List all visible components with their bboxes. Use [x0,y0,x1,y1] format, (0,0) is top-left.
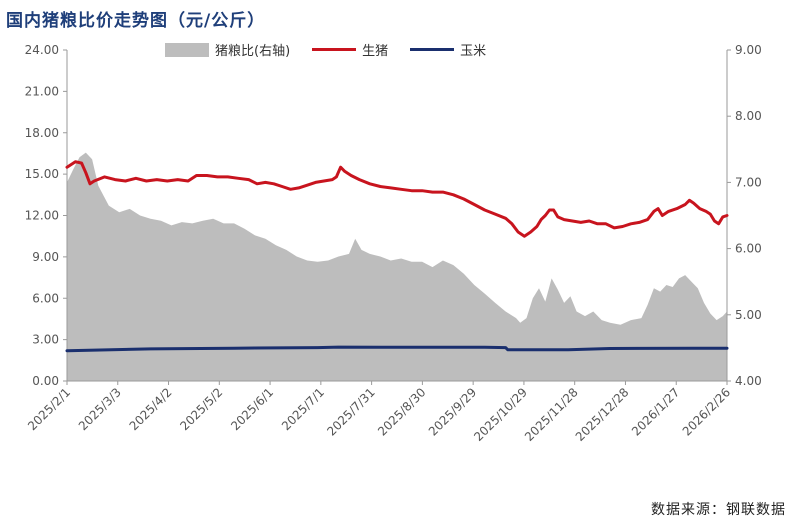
legend-label-hog: 生猪 [362,44,389,59]
source-note: 数据来源：钢联数据 [651,502,786,518]
legend-label-ratio: 猪粮比(右轴) [215,44,291,59]
legend-swatch-hog [312,48,357,51]
y-right-tick-label: 7.00 [735,175,762,189]
series-line-hog [65,160,729,238]
y-left-tick-label: 6.00 [32,291,59,305]
x-tick-label: 2025/5/2 [177,385,225,433]
legend-item-corn: 玉米 [410,40,486,59]
x-tick-label: 2025/7/1 [279,385,327,433]
legend-item-ratio: 猪粮比(右轴) [165,40,290,59]
chart-title: 国内猪粮比价走势图（元/公斤） [6,11,266,31]
x-tick-label: 2025/10/29 [471,385,530,444]
y-left-tick-label: 3.00 [32,333,59,347]
x-tick-label: 2026/2/26 [680,385,733,438]
y-left-tick-label: 15.00 [25,167,59,181]
y-right-tick-label: 4.00 [735,374,762,388]
x-tick-label: 2025/11/28 [522,385,581,444]
x-tick-label: 2025/9/29 [426,385,479,438]
x-tick-label: 2025/3/3 [76,385,124,433]
y-left-tick-label: 9.00 [32,250,59,264]
y-right-tick-label: 9.00 [735,43,762,57]
y-right-tick-label: 6.00 [735,242,762,256]
x-tick-label: 2025/4/2 [127,385,175,433]
y-left-tick-label: 0.00 [32,374,59,388]
y-left-tick-label: 18.00 [25,126,59,140]
series-line-corn [65,345,729,353]
legend-swatch-corn [410,48,455,51]
legend: 猪粮比(右轴) 生猪 玉米 [165,40,508,59]
y-left-tick-label: 21.00 [25,84,59,98]
y-right-tick-label: 8.00 [735,109,762,123]
y-left-tick-label: 24.00 [25,43,59,57]
legend-swatch-ratio [165,42,209,57]
legend-label-corn: 玉米 [460,44,487,59]
y-left-tick-label: 12.00 [25,209,59,223]
y-right-tick-label: 5.00 [735,308,762,322]
legend-item-hog: 生猪 [312,40,388,59]
x-tick-label: 2025/2/1 [25,385,73,433]
x-tick-label: 2025/12/28 [573,385,632,444]
x-tick-label: 2026/1/27 [629,385,682,438]
x-tick-label: 2025/6/1 [228,385,276,433]
x-tick-label: 2025/7/31 [324,385,377,438]
x-tick-label: 2025/8/30 [375,385,428,438]
series-area-ratio [67,152,727,381]
